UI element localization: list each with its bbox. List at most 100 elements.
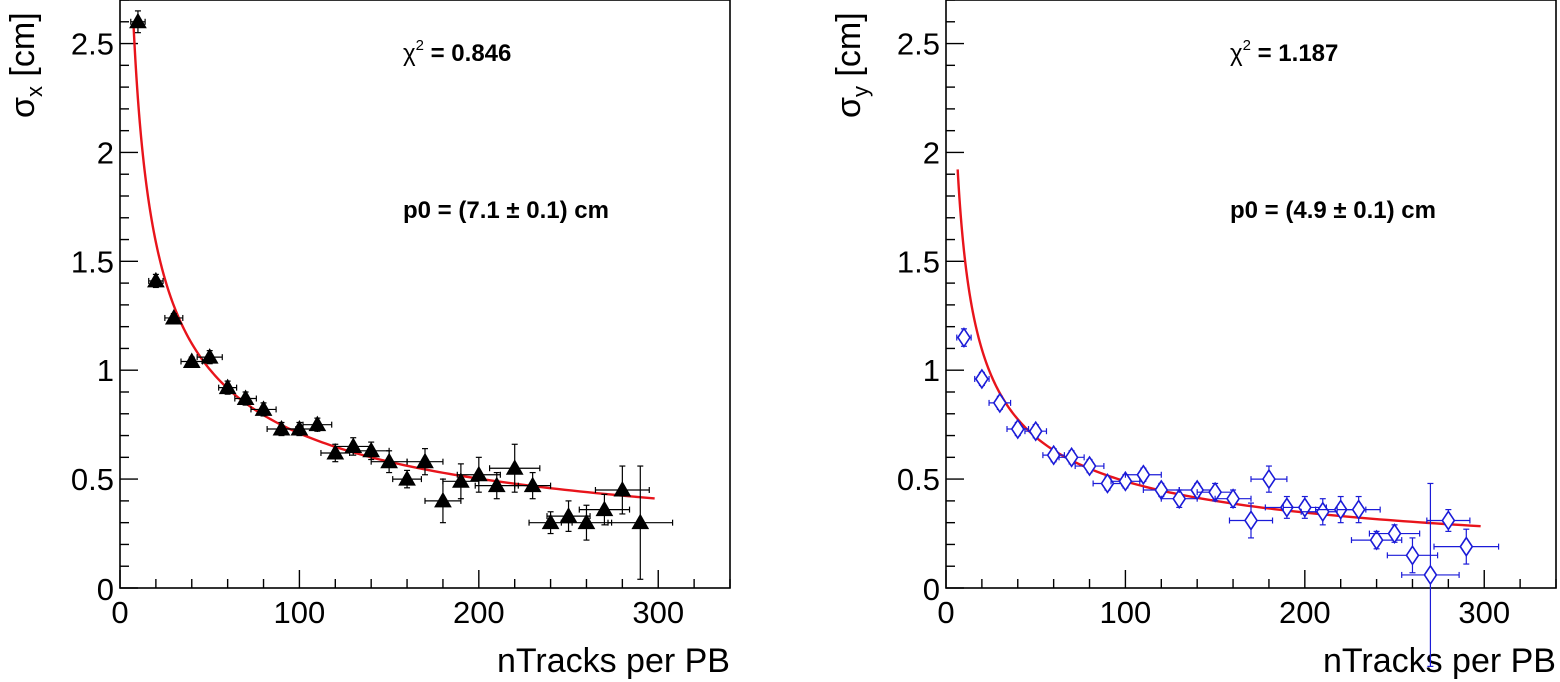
- triangle-marker: [147, 271, 165, 288]
- diamond-marker: [1459, 536, 1474, 558]
- data-point: [320, 443, 351, 463]
- diamond-marker: [1423, 564, 1438, 586]
- axis-ticks: [945, 0, 1557, 589]
- diamond-marker: [1046, 444, 1061, 466]
- data-point: [1074, 455, 1105, 477]
- y-axis-title: σx [cm]: [4, 12, 47, 118]
- x-tick-label: 200: [1279, 595, 1331, 630]
- triangle-marker: [218, 378, 237, 395]
- data-points: [956, 327, 1500, 668]
- diamond-marker: [1315, 501, 1330, 523]
- x-tick-label: 100: [1100, 595, 1152, 630]
- y-tick-label: 2: [923, 135, 940, 170]
- diamond-marker: [1064, 446, 1079, 468]
- triangle-marker: [362, 441, 381, 458]
- data-point: [1058, 446, 1085, 468]
- data-point: [560, 504, 613, 541]
- y-tick-label: 0: [923, 572, 940, 607]
- diamond-marker: [1118, 470, 1133, 492]
- triangle-marker: [613, 480, 632, 497]
- triangle-marker: [541, 513, 560, 530]
- diamond-marker: [1441, 510, 1456, 531]
- data-point: [218, 378, 238, 395]
- triangle-marker: [487, 476, 506, 493]
- data-point: [234, 389, 257, 406]
- panel-sigma-x: 0 0.5 1 1.5 2 2.5 0 100 200 300 nTracks per PB σ…: [4, 0, 731, 680]
- x-tick-label: 300: [632, 595, 684, 630]
- triangle-marker: [434, 491, 452, 508]
- triangle-marker: [631, 513, 650, 530]
- axis-ticks: [119, 0, 731, 589]
- triangle-marker: [308, 415, 327, 432]
- diamond-marker: [1387, 523, 1402, 544]
- x-tick-label: 0: [937, 595, 954, 630]
- data-point: [1401, 482, 1460, 668]
- diamond-marker: [1082, 455, 1097, 477]
- data-point: [1426, 509, 1471, 532]
- triangle-marker: [416, 452, 434, 469]
- data-point: [474, 471, 519, 500]
- x-tick-labels: 0 100 200 300: [111, 595, 684, 630]
- y-tick-label: 2: [97, 135, 114, 170]
- data-point: [1160, 488, 1198, 510]
- triangle-marker: [164, 308, 183, 325]
- triangle-marker: [398, 470, 416, 486]
- diamond-marker: [1028, 420, 1043, 442]
- data-point: [1386, 537, 1439, 574]
- x-tick-labels: 0 100 200 300: [937, 595, 1510, 630]
- data-point: [974, 368, 990, 390]
- data-point: [1336, 495, 1381, 524]
- data-point: [1228, 502, 1274, 539]
- data-point: [1024, 420, 1048, 442]
- diamond-marker: [1297, 496, 1312, 518]
- data-point: [1042, 444, 1066, 466]
- diamond-marker: [1010, 418, 1025, 440]
- data-point: [956, 327, 972, 348]
- data-point: [1214, 488, 1252, 510]
- data-point: [302, 415, 333, 432]
- data-point: [456, 456, 501, 493]
- data-point: [147, 271, 165, 289]
- fit-curve: [956, 169, 1481, 528]
- data-point: [1124, 464, 1162, 486]
- diamond-marker: [992, 392, 1007, 414]
- data-point: [1433, 528, 1500, 565]
- triangle-marker: [577, 513, 596, 530]
- data-point: [250, 400, 277, 417]
- diamond-marker: [1244, 510, 1258, 531]
- triangle-marker: [200, 348, 219, 364]
- diamond-marker: [1136, 464, 1151, 486]
- p0-annotation: p0 = (4.9 ± 0.1) cm: [1230, 197, 1436, 224]
- data-point: [370, 450, 408, 474]
- triangle-marker: [326, 443, 345, 460]
- data-point: [352, 441, 390, 461]
- data-point: [196, 348, 223, 365]
- y-tick-label: 1: [97, 353, 114, 388]
- x-axis-title: nTracks per PB: [1323, 642, 1556, 680]
- data-point: [578, 493, 631, 526]
- p0-annotation: p0 = (7.1 ± 0.1) cm: [403, 197, 609, 224]
- y-axis-title: σy [cm]: [830, 12, 873, 118]
- y-tick-label: 1.5: [897, 244, 940, 279]
- diamond-marker: [974, 368, 989, 390]
- chi2-annotation: χ2 = 0.846: [403, 37, 511, 67]
- diamond-marker: [1405, 544, 1420, 566]
- y-tick-label: 1: [923, 353, 940, 388]
- triangle-marker: [523, 476, 542, 493]
- data-points: [129, 10, 674, 580]
- y-tick-label: 1.5: [71, 244, 114, 279]
- diamond-marker: [1172, 488, 1187, 510]
- triangle-marker: [290, 420, 309, 436]
- triangle-marker: [595, 500, 614, 517]
- triangle-marker: [129, 12, 147, 29]
- data-point: [514, 471, 552, 500]
- x-tick-label: 300: [1458, 595, 1510, 630]
- data-point: [607, 465, 674, 580]
- y-tick-label: 0.5: [71, 462, 114, 497]
- panel-sigma-y: 0 0.5 1 1.5 2 2.5 0 100 200 300 nTracks per PB σ…: [830, 0, 1557, 680]
- diamond-marker: [1369, 529, 1384, 551]
- plot-frame: [945, 0, 1557, 589]
- triangle-marker: [469, 465, 488, 482]
- x-tick-label: 200: [453, 595, 505, 630]
- x-tick-label: 100: [274, 595, 326, 630]
